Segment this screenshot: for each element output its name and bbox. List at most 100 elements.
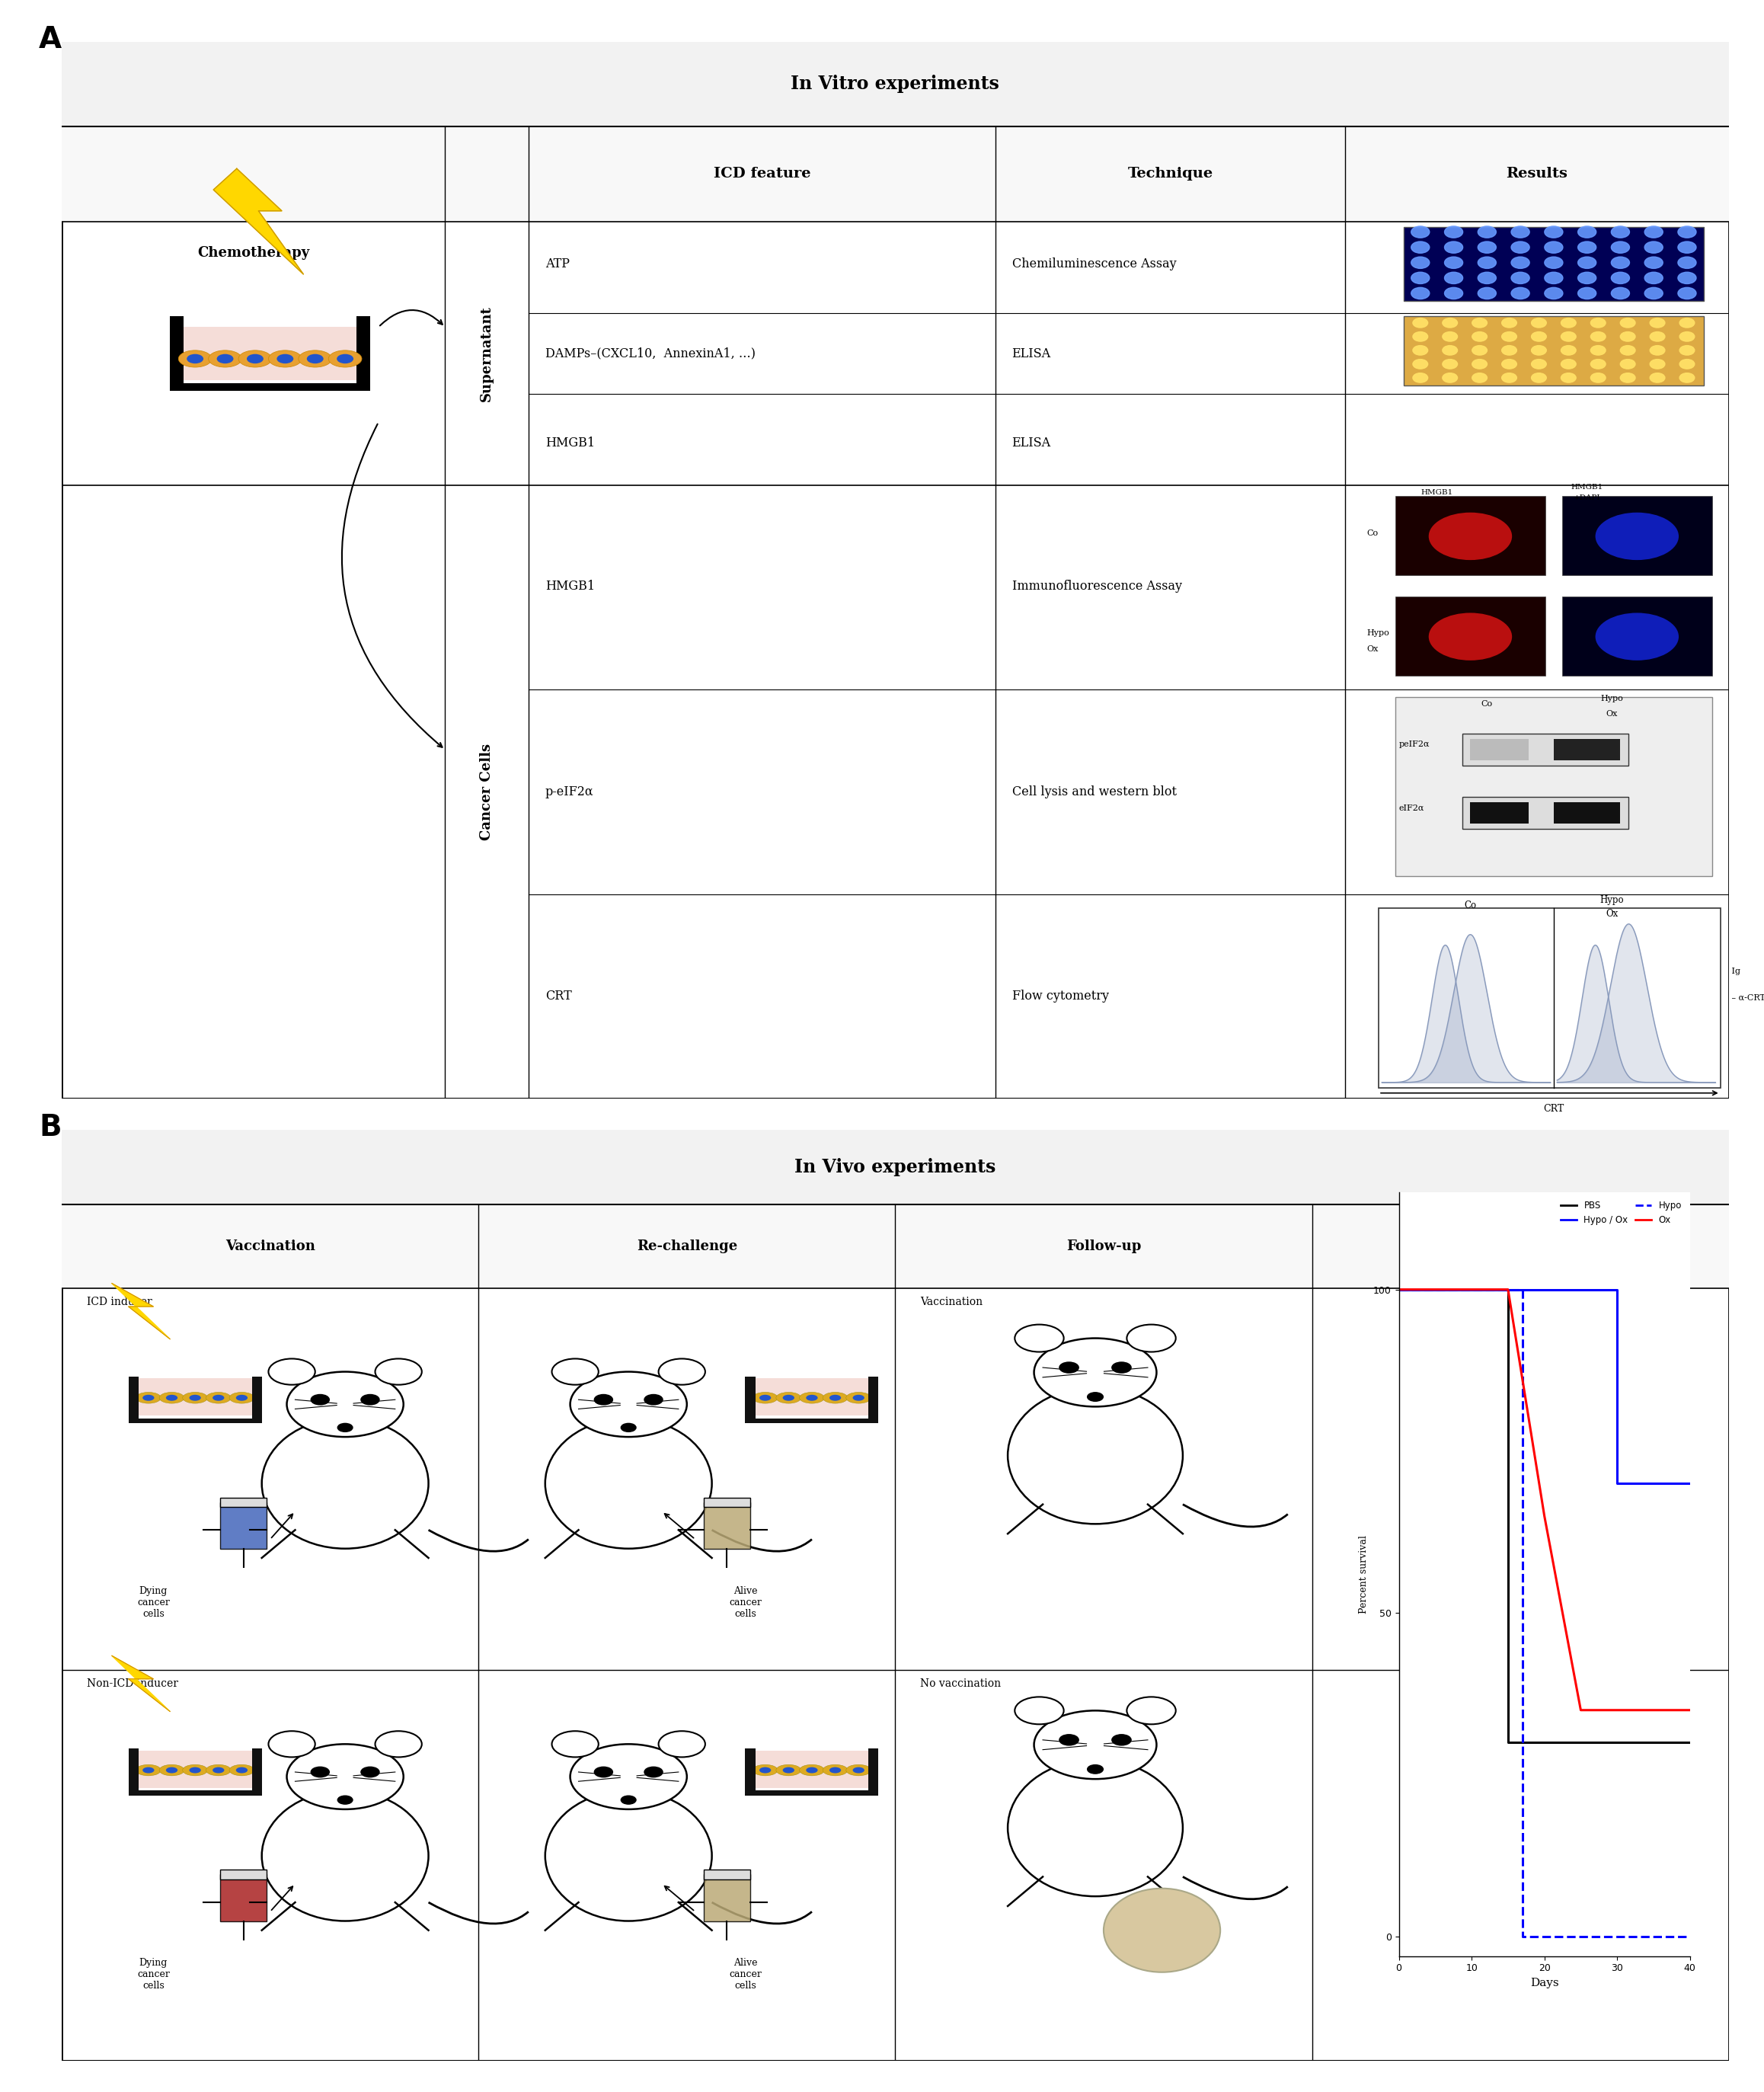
Bar (129, 1377, 138, 1423)
Circle shape (1591, 372, 1605, 383)
Text: Flow cytometry: Flow cytometry (1013, 990, 1108, 1002)
Circle shape (1478, 272, 1496, 285)
Bar (356, 316, 370, 391)
Circle shape (1531, 318, 1547, 328)
Text: HMGB1: HMGB1 (1572, 483, 1603, 492)
Circle shape (594, 1768, 612, 1776)
Bar (1561, 496, 1713, 575)
Text: Co: Co (1482, 701, 1492, 707)
Ellipse shape (776, 1391, 801, 1404)
Circle shape (1501, 372, 1517, 383)
Circle shape (1591, 333, 1605, 341)
Ellipse shape (783, 1395, 794, 1402)
Circle shape (1649, 318, 1665, 328)
Circle shape (1644, 287, 1663, 299)
Circle shape (1512, 287, 1529, 299)
Polygon shape (111, 1655, 169, 1711)
Ellipse shape (852, 1395, 864, 1402)
Text: In Vivo experiments: In Vivo experiments (794, 1157, 997, 1176)
Circle shape (1644, 257, 1663, 268)
Circle shape (1478, 226, 1496, 238)
Circle shape (310, 1395, 330, 1404)
Bar (252, 1749, 261, 1795)
Text: In Vitro experiments: In Vitro experiments (790, 75, 1000, 94)
Circle shape (1531, 333, 1547, 341)
Ellipse shape (238, 349, 272, 368)
Circle shape (1561, 318, 1575, 328)
Text: Ox: Ox (1605, 908, 1618, 918)
Ellipse shape (229, 1391, 254, 1404)
Text: Non-ICD inducer: Non-ICD inducer (86, 1678, 178, 1688)
Circle shape (1501, 345, 1517, 356)
Bar (1404, 316, 1704, 385)
Ellipse shape (307, 354, 323, 364)
Ellipse shape (183, 1764, 208, 1776)
Text: peIF2α: peIF2α (1399, 741, 1429, 749)
Bar (704, 1498, 750, 1506)
Ellipse shape (806, 1395, 818, 1402)
Text: Experimental results: Experimental results (1439, 1238, 1600, 1253)
Circle shape (1678, 241, 1697, 253)
Ellipse shape (753, 1764, 778, 1776)
Ellipse shape (822, 1764, 848, 1776)
Ellipse shape (1014, 1697, 1064, 1724)
Polygon shape (213, 169, 303, 274)
Circle shape (594, 1395, 612, 1404)
Text: Results: Results (1506, 167, 1568, 180)
Circle shape (1679, 318, 1695, 328)
Text: Dying
cancer
cells: Dying cancer cells (138, 1958, 169, 1992)
Circle shape (1644, 272, 1663, 285)
Ellipse shape (1034, 1711, 1157, 1778)
Bar (62, 126, 1729, 222)
Circle shape (1561, 345, 1575, 356)
Circle shape (1411, 241, 1429, 253)
Text: ATP: ATP (545, 257, 570, 270)
Ellipse shape (1429, 613, 1512, 661)
Ellipse shape (288, 1745, 404, 1810)
Bar (868, 1749, 878, 1795)
Circle shape (1679, 333, 1695, 341)
Circle shape (1473, 318, 1487, 328)
Circle shape (1679, 345, 1695, 356)
Text: Immunofluorescence Assay: Immunofluorescence Assay (1013, 579, 1182, 592)
Circle shape (1591, 360, 1605, 368)
Bar (744, 1749, 755, 1795)
Circle shape (1577, 257, 1596, 268)
Bar (1462, 734, 1628, 766)
Circle shape (621, 1795, 637, 1803)
Ellipse shape (1007, 1759, 1184, 1895)
Bar (136, 1751, 256, 1789)
Ellipse shape (545, 1791, 713, 1920)
Circle shape (1411, 226, 1429, 238)
Ellipse shape (159, 1391, 183, 1404)
Bar (220, 1870, 266, 1879)
Text: ICD inducer: ICD inducer (86, 1297, 152, 1308)
Bar (220, 1874, 266, 1920)
Circle shape (621, 1423, 637, 1431)
Bar (129, 1418, 261, 1423)
Text: Hypo: Hypo (1600, 695, 1623, 703)
Circle shape (1678, 257, 1697, 268)
Ellipse shape (376, 1730, 422, 1757)
Circle shape (1473, 333, 1487, 341)
Ellipse shape (829, 1395, 841, 1402)
Ellipse shape (236, 1395, 247, 1402)
Circle shape (1621, 333, 1635, 341)
Circle shape (1445, 287, 1462, 299)
Circle shape (1644, 226, 1663, 238)
Bar (1554, 738, 1621, 759)
Text: Cell lysis and western blot: Cell lysis and western blot (1013, 784, 1177, 799)
Ellipse shape (1127, 1697, 1177, 1724)
Ellipse shape (236, 1768, 247, 1774)
Bar (1471, 738, 1529, 759)
Text: Vaccination: Vaccination (226, 1238, 316, 1253)
Circle shape (1545, 241, 1563, 253)
Circle shape (337, 1423, 353, 1431)
Text: Re-challenge: Re-challenge (637, 1238, 737, 1253)
Ellipse shape (545, 1418, 713, 1548)
Circle shape (1413, 333, 1427, 341)
Ellipse shape (852, 1768, 864, 1774)
Bar (1395, 596, 1545, 676)
Bar (1404, 226, 1704, 301)
Circle shape (1473, 372, 1487, 383)
